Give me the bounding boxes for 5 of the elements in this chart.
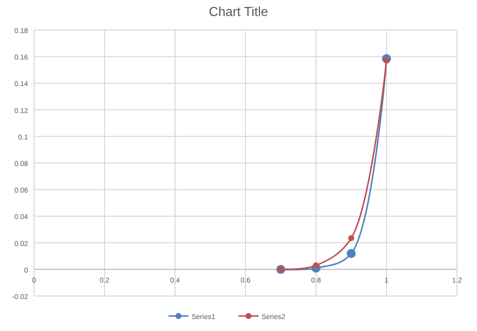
chart-title: Chart Title [208, 4, 268, 19]
point [384, 58, 390, 64]
point [346, 248, 356, 258]
point [348, 235, 354, 242]
point [313, 262, 319, 268]
